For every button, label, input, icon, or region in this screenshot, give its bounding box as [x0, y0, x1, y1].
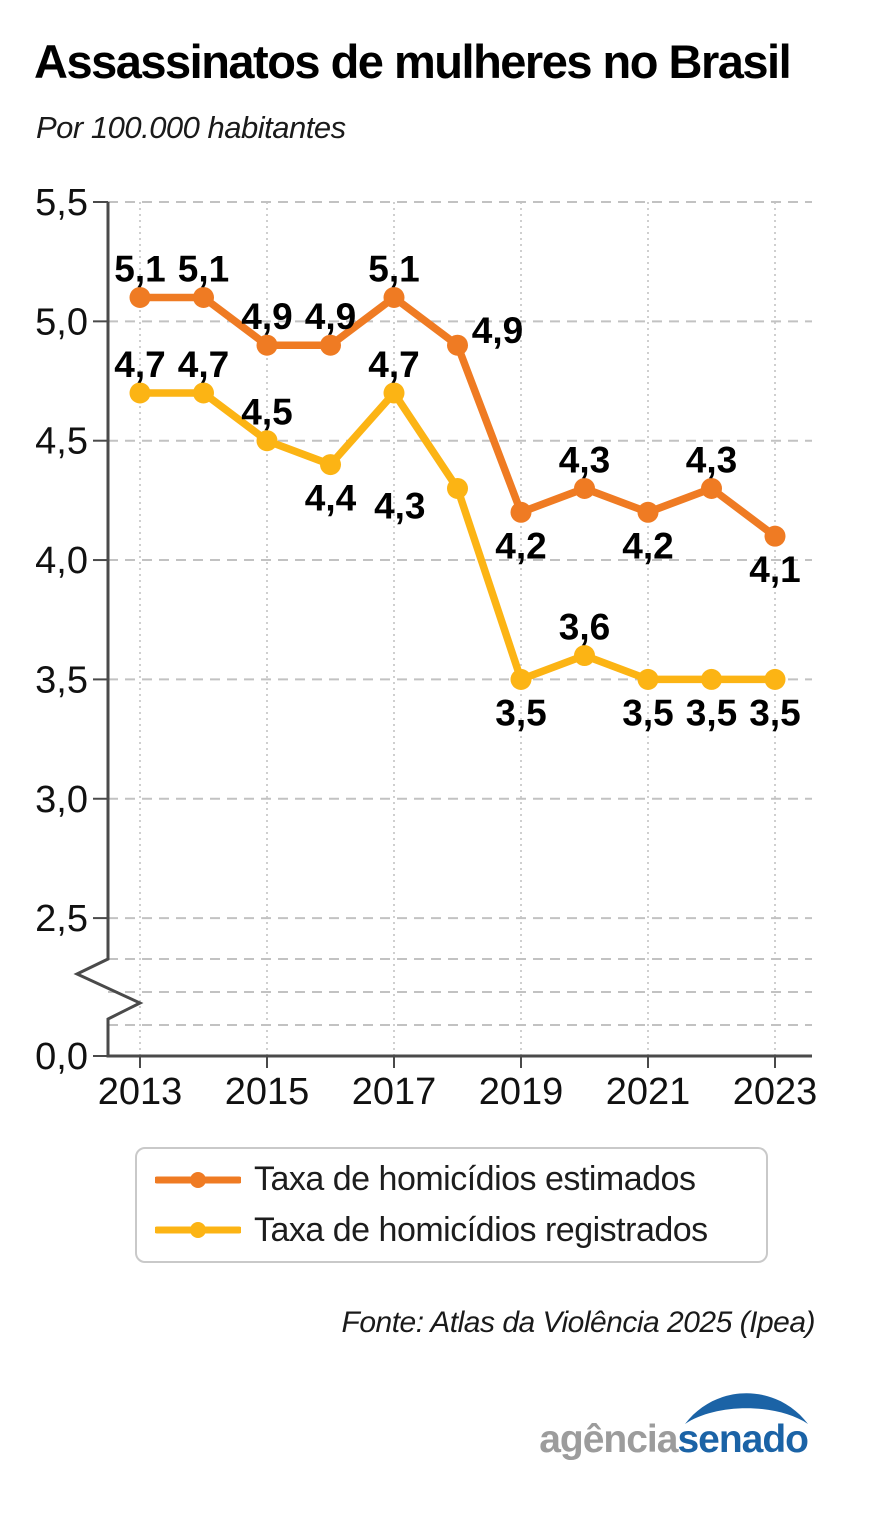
- svg-text:4,4: 4,4: [305, 478, 357, 519]
- chart-subtitle: Por 100.000 habitantes: [36, 110, 346, 145]
- legend-swatch-registrados-line-icon: [155, 1222, 241, 1239]
- svg-text:4,3: 4,3: [686, 439, 737, 480]
- svg-text:3,5: 3,5: [622, 692, 673, 733]
- svg-text:2019: 2019: [479, 1071, 564, 1113]
- svg-text:4,2: 4,2: [622, 525, 673, 566]
- svg-text:5,5: 5,5: [35, 182, 88, 224]
- legend-swatch-estimados-line-icon: [155, 1171, 241, 1188]
- series-estimados: 5,1 5,1 4,9 4,9 5,1 4,9 4,2 4,3 4,2 4,3 4,1: [114, 248, 800, 590]
- svg-text:4,9: 4,9: [472, 310, 523, 351]
- svg-text:4,7: 4,7: [178, 344, 229, 385]
- senado-arc-icon: [685, 1393, 808, 1424]
- svg-text:2023: 2023: [733, 1071, 818, 1113]
- svg-text:4,3: 4,3: [559, 439, 610, 480]
- svg-text:4,1: 4,1: [749, 549, 800, 590]
- legend-label-estimados: Taxa de homicídios estimados: [254, 1160, 696, 1199]
- svg-text:0,0: 0,0: [35, 1036, 88, 1078]
- svg-text:2,5: 2,5: [35, 898, 88, 940]
- svg-text:3,0: 3,0: [35, 779, 88, 821]
- svg-text:5,1: 5,1: [368, 248, 419, 289]
- legend-item-estimados: Taxa de homicídios estimados: [155, 1160, 766, 1199]
- logo-wordmark: agênciasenado: [539, 1418, 809, 1462]
- legend-label-registrados: Taxa de homicídios registrados: [254, 1210, 708, 1249]
- svg-text:4,3: 4,3: [374, 485, 425, 526]
- legend-item-registrados: Taxa de homicídios registrados: [155, 1211, 766, 1250]
- page-title: Assassinatos de mulheres no Brasil: [34, 35, 792, 88]
- svg-text:2013: 2013: [98, 1071, 183, 1113]
- svg-text:4,9: 4,9: [305, 296, 356, 337]
- series-registrados: 4,7 4,7 4,5 4,4 4,7 4,3 3,5 3,6 3,5 3,5 3,5: [114, 344, 800, 733]
- svg-text:4,9: 4,9: [241, 296, 292, 337]
- logo-text-agencia: agência: [539, 1418, 678, 1461]
- legend: Taxa de homicídios estimados Taxa de hom…: [135, 1147, 768, 1263]
- svg-text:4,5: 4,5: [35, 421, 88, 463]
- svg-text:4,7: 4,7: [368, 344, 419, 385]
- svg-text:2015: 2015: [225, 1071, 310, 1113]
- svg-text:2017: 2017: [352, 1071, 437, 1113]
- svg-text:5,1: 5,1: [114, 248, 165, 289]
- vertical-gridlines: [139, 202, 776, 1056]
- axes: [73, 202, 812, 1058]
- svg-text:4,7: 4,7: [114, 344, 165, 385]
- horizontal-gridlines: [108, 201, 812, 1026]
- x-axis-ticks: 2013 2015 2017 2019 2021 2023: [98, 1056, 818, 1113]
- source-credit: Fonte: Atlas da Violência 2025 (Ipea): [341, 1306, 816, 1339]
- svg-text:3,6: 3,6: [559, 607, 610, 648]
- svg-text:3,5: 3,5: [686, 692, 737, 733]
- svg-text:4,2: 4,2: [495, 525, 546, 566]
- svg-text:5,0: 5,0: [35, 301, 88, 343]
- logo-text-senado: senado: [677, 1418, 809, 1461]
- svg-text:5,1: 5,1: [178, 248, 229, 289]
- y-axis-ticks: 5,5 5,0 4,5 4,0 3,5 3,0 2,5 0,0: [35, 182, 108, 1078]
- svg-text:4,5: 4,5: [241, 392, 292, 433]
- svg-text:3,5: 3,5: [495, 692, 546, 733]
- svg-text:3,5: 3,5: [35, 659, 88, 701]
- svg-text:4,0: 4,0: [35, 540, 88, 582]
- svg-text:2021: 2021: [606, 1071, 691, 1113]
- svg-text:3,5: 3,5: [749, 692, 800, 733]
